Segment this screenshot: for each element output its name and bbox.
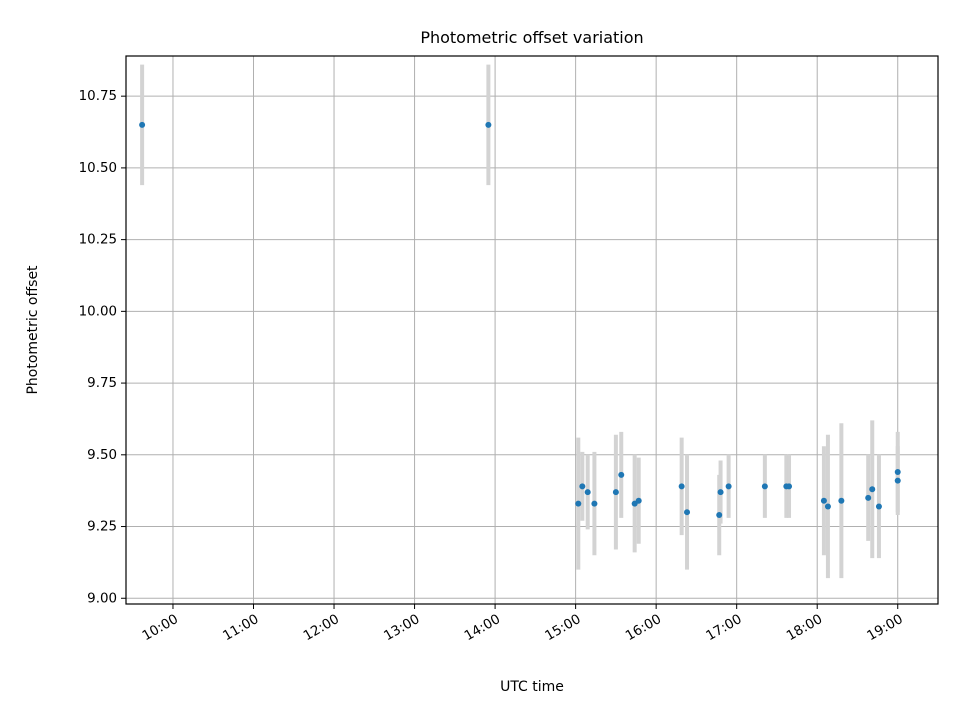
y-tick-label: 9.75 <box>87 376 117 391</box>
data-point <box>761 483 768 490</box>
y-tick-label: 10.75 <box>79 89 117 104</box>
y-tick-label: 10.50 <box>79 161 117 176</box>
y-tick-label: 9.00 <box>87 591 117 606</box>
data-point <box>485 121 492 128</box>
data-point <box>894 477 901 484</box>
data-point <box>717 489 724 496</box>
data-points <box>139 121 901 519</box>
x-axis-label: UTC time <box>500 679 564 695</box>
data-point <box>786 483 793 490</box>
y-tick-label: 10.00 <box>79 304 117 319</box>
y-axis-ticks: 9.00 9.25 9.50 9.75 10.00 10.25 10.50 10.75 <box>79 89 126 606</box>
plot-frame <box>125 55 939 605</box>
data-point <box>875 503 882 510</box>
y-axis-label: Photometric offset <box>25 265 41 395</box>
data-point <box>824 503 831 510</box>
data-point <box>684 509 691 516</box>
y-tick-label: 10.25 <box>79 233 117 248</box>
y-tick-label: 9.50 <box>87 448 117 463</box>
data-point <box>139 121 146 128</box>
data-point <box>591 500 598 507</box>
data-point <box>579 483 586 490</box>
data-point <box>584 489 591 496</box>
data-point <box>865 494 872 501</box>
y-tick-label: 9.25 <box>87 520 117 535</box>
data-point <box>894 469 901 476</box>
data-point <box>716 512 723 519</box>
chart-title: Photometric offset variation <box>420 28 643 47</box>
data-point <box>869 486 876 493</box>
grid <box>126 56 938 604</box>
data-point <box>820 497 827 504</box>
data-point <box>725 483 732 490</box>
data-point <box>838 497 845 504</box>
data-point <box>635 497 642 504</box>
data-point <box>575 500 582 507</box>
data-point <box>618 471 625 478</box>
data-point <box>612 489 619 496</box>
data-point <box>678 483 685 490</box>
